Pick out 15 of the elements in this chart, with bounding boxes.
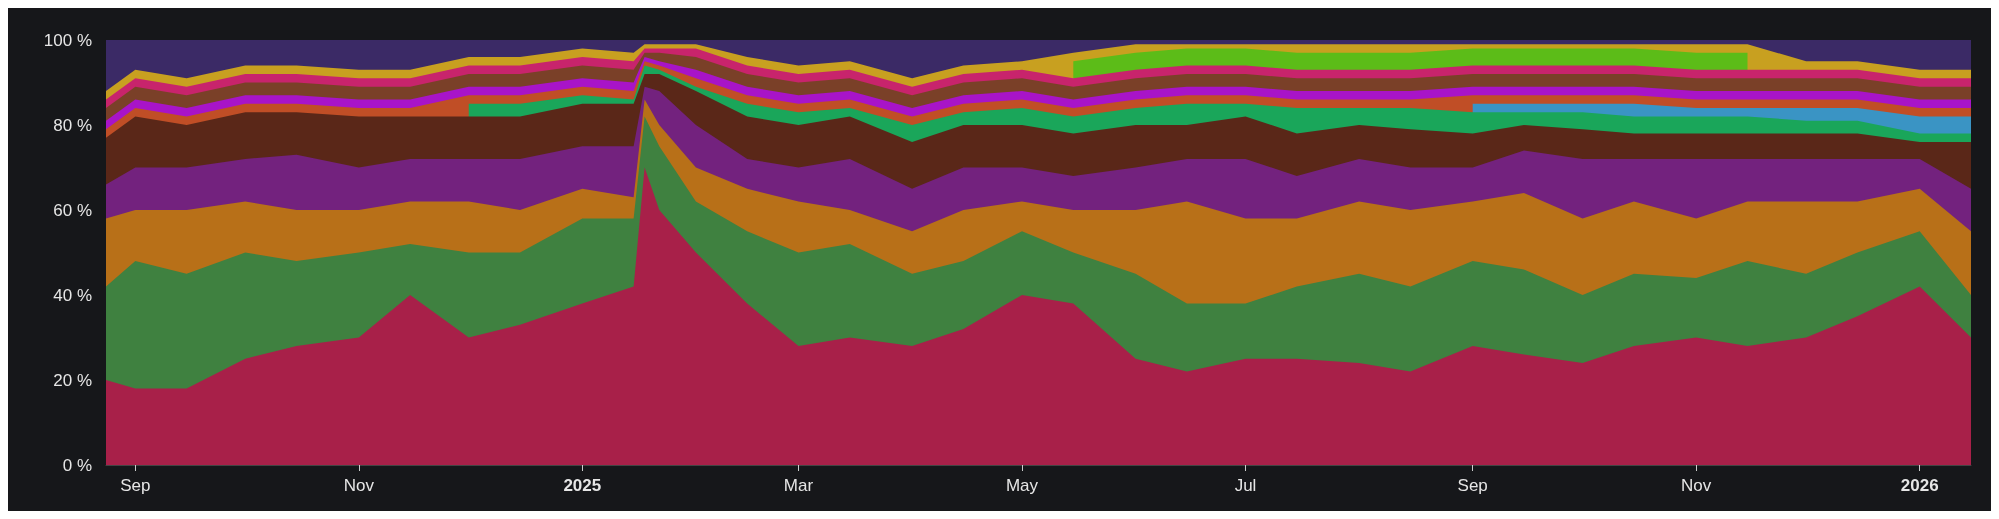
x-tick-label: Jul (1234, 476, 1257, 495)
y-tick-label: 80 % (53, 115, 92, 135)
x-tick-label: Nov (1681, 476, 1712, 495)
x-tick-label: Nov (343, 476, 375, 495)
x-tick-label: Mar (783, 476, 814, 495)
x-tick-label: Sep (1457, 476, 1488, 495)
x-tick-label: May (1005, 476, 1039, 495)
y-tick-label: 60 % (53, 200, 92, 220)
y-tick-label: 0 % (62, 455, 92, 475)
y-tick-label: 20 % (53, 370, 92, 390)
x-tick-label: 2025 (563, 476, 602, 495)
x-tick-label: Sep (120, 476, 151, 495)
y-tick-label: 100 % (43, 30, 92, 50)
x-tick-label: 2026 (1900, 476, 1939, 495)
y-tick-label: 40 % (53, 285, 92, 305)
